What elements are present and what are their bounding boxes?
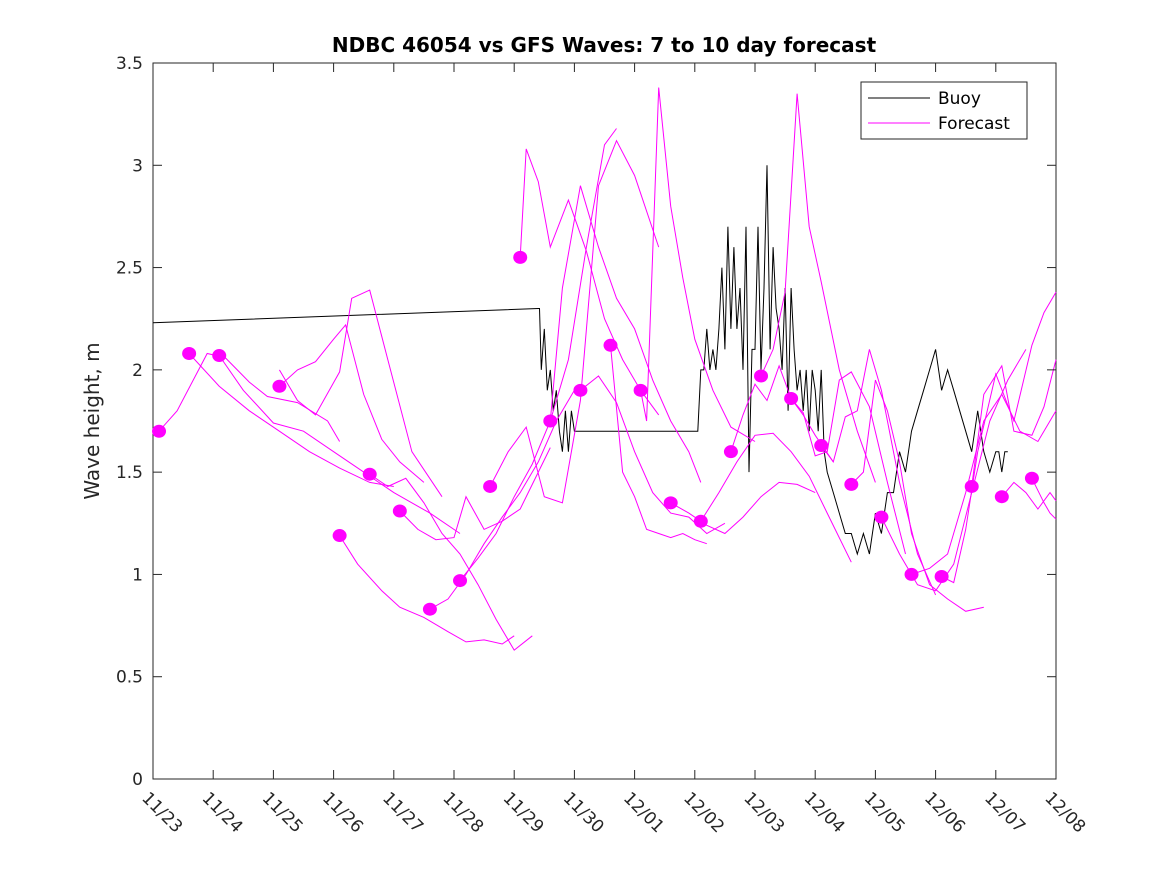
forecast-start-marker — [453, 574, 468, 588]
x-tick-label: 11/25 — [258, 788, 307, 837]
forecast-series-line — [610, 345, 707, 545]
forecast-series-line — [700, 432, 852, 563]
y-tick-label: 1 — [132, 565, 143, 585]
y-tick-label: 2 — [132, 361, 143, 381]
y-tick-label: 1.5 — [116, 463, 143, 483]
forecast-start-marker — [814, 439, 829, 453]
y-tick-label: 3.5 — [116, 54, 143, 74]
x-tick-label: 11/26 — [318, 788, 367, 837]
x-tick-label: 12/04 — [800, 788, 849, 837]
marker-layer — [152, 250, 1039, 616]
forecast-series-line — [399, 447, 551, 541]
forecast-series-line — [790, 371, 906, 555]
forecast-series-line — [278, 289, 443, 497]
forecast-start-marker — [422, 602, 437, 616]
forecast-start-marker — [904, 567, 919, 581]
forecast-start-marker — [513, 250, 528, 264]
x-tick-label: 12/08 — [1040, 788, 1089, 837]
forecast-series-line — [339, 535, 515, 645]
forecast-series-line — [941, 291, 1057, 584]
forecast-start-marker — [964, 479, 979, 493]
forecast-start-marker — [152, 424, 167, 438]
forecast-start-marker — [1024, 471, 1039, 485]
forecast-series-line — [218, 355, 461, 534]
legend: Buoy Forecast — [860, 81, 1028, 140]
forecast-start-marker — [573, 383, 588, 397]
forecast-start-marker — [603, 338, 618, 352]
forecast-start-marker — [543, 414, 558, 428]
legend-box — [860, 81, 1028, 140]
forecast-series-line — [459, 128, 617, 581]
forecast-series-line — [670, 481, 816, 535]
y-tick-label: 3 — [132, 156, 143, 176]
forecast-series-line — [850, 379, 984, 612]
x-tick-label: 12/05 — [860, 788, 909, 837]
forecast-series-line — [1001, 481, 1057, 510]
forecast-series-line — [580, 375, 726, 535]
plot-area — [152, 62, 1057, 780]
x-tick-label: 11/29 — [499, 788, 548, 837]
forecast-series-line — [760, 93, 876, 483]
x-tick-label: 11/23 — [137, 788, 186, 837]
forecast-series-line — [549, 185, 702, 483]
forecast-series-line — [369, 473, 533, 651]
x-tick-label: 12/03 — [739, 788, 788, 837]
forecast-series-line — [820, 349, 937, 596]
forecast-start-marker — [784, 391, 799, 405]
forecast-start-marker — [212, 349, 227, 363]
forecast-start-marker — [392, 504, 407, 518]
axes-box — [152, 62, 1057, 780]
x-tick-label: 11/30 — [559, 788, 608, 837]
y-tick-label: 0 — [132, 770, 143, 790]
series-layer — [152, 87, 1057, 651]
x-tick-label: 12/07 — [980, 788, 1029, 837]
forecast-start-marker — [994, 490, 1009, 504]
forecast-start-marker — [693, 514, 708, 528]
y-tick-label: 2.5 — [116, 259, 143, 279]
chart-title: NDBC 46054 vs GFS Waves: 7 to 10 day for… — [332, 33, 877, 57]
forecast-start-marker — [874, 510, 889, 524]
forecast-series-line — [730, 364, 834, 463]
forecast-start-marker — [934, 569, 949, 583]
forecast-start-marker — [483, 479, 498, 493]
forecast-series-line — [188, 353, 394, 487]
y-axis-label: Wave height, m — [80, 342, 104, 499]
forecast-start-marker — [332, 529, 347, 543]
forecast-series-line — [1031, 478, 1057, 520]
forecast-series-line — [489, 139, 660, 504]
forecast-series-line — [519, 148, 660, 416]
x-tick-label: 12/01 — [619, 788, 668, 837]
forecast-start-marker — [844, 477, 859, 491]
forecast-start-marker — [663, 496, 678, 510]
forecast-start-marker — [633, 383, 648, 397]
legend-label-buoy: Buoy — [938, 89, 981, 109]
forecast-start-marker — [754, 369, 769, 383]
forecast-start-marker — [182, 346, 197, 360]
x-tick-label: 11/24 — [198, 788, 247, 837]
forecast-start-marker — [362, 467, 377, 481]
y-tick-label: 0.5 — [116, 668, 143, 688]
forecast-start-marker — [272, 379, 287, 393]
forecast-start-marker — [723, 445, 738, 459]
forecast-series-line — [158, 352, 341, 442]
x-tick-label: 11/27 — [378, 788, 427, 837]
x-tick-label: 11/28 — [438, 788, 487, 837]
forecast-series-line — [911, 393, 1057, 575]
legend-label-forecast: Forecast — [938, 114, 1010, 134]
x-tick-label: 12/06 — [920, 788, 969, 837]
forecast-series-line — [971, 359, 1057, 487]
forecast-series-line — [640, 87, 756, 442]
forecast-series-line — [429, 390, 575, 610]
x-tick-label: 12/02 — [679, 788, 728, 837]
forecast-series-line — [279, 323, 425, 483]
y-axis: 0 0.5 1 1.5 2 2.5 3 3.5 — [116, 54, 1056, 790]
